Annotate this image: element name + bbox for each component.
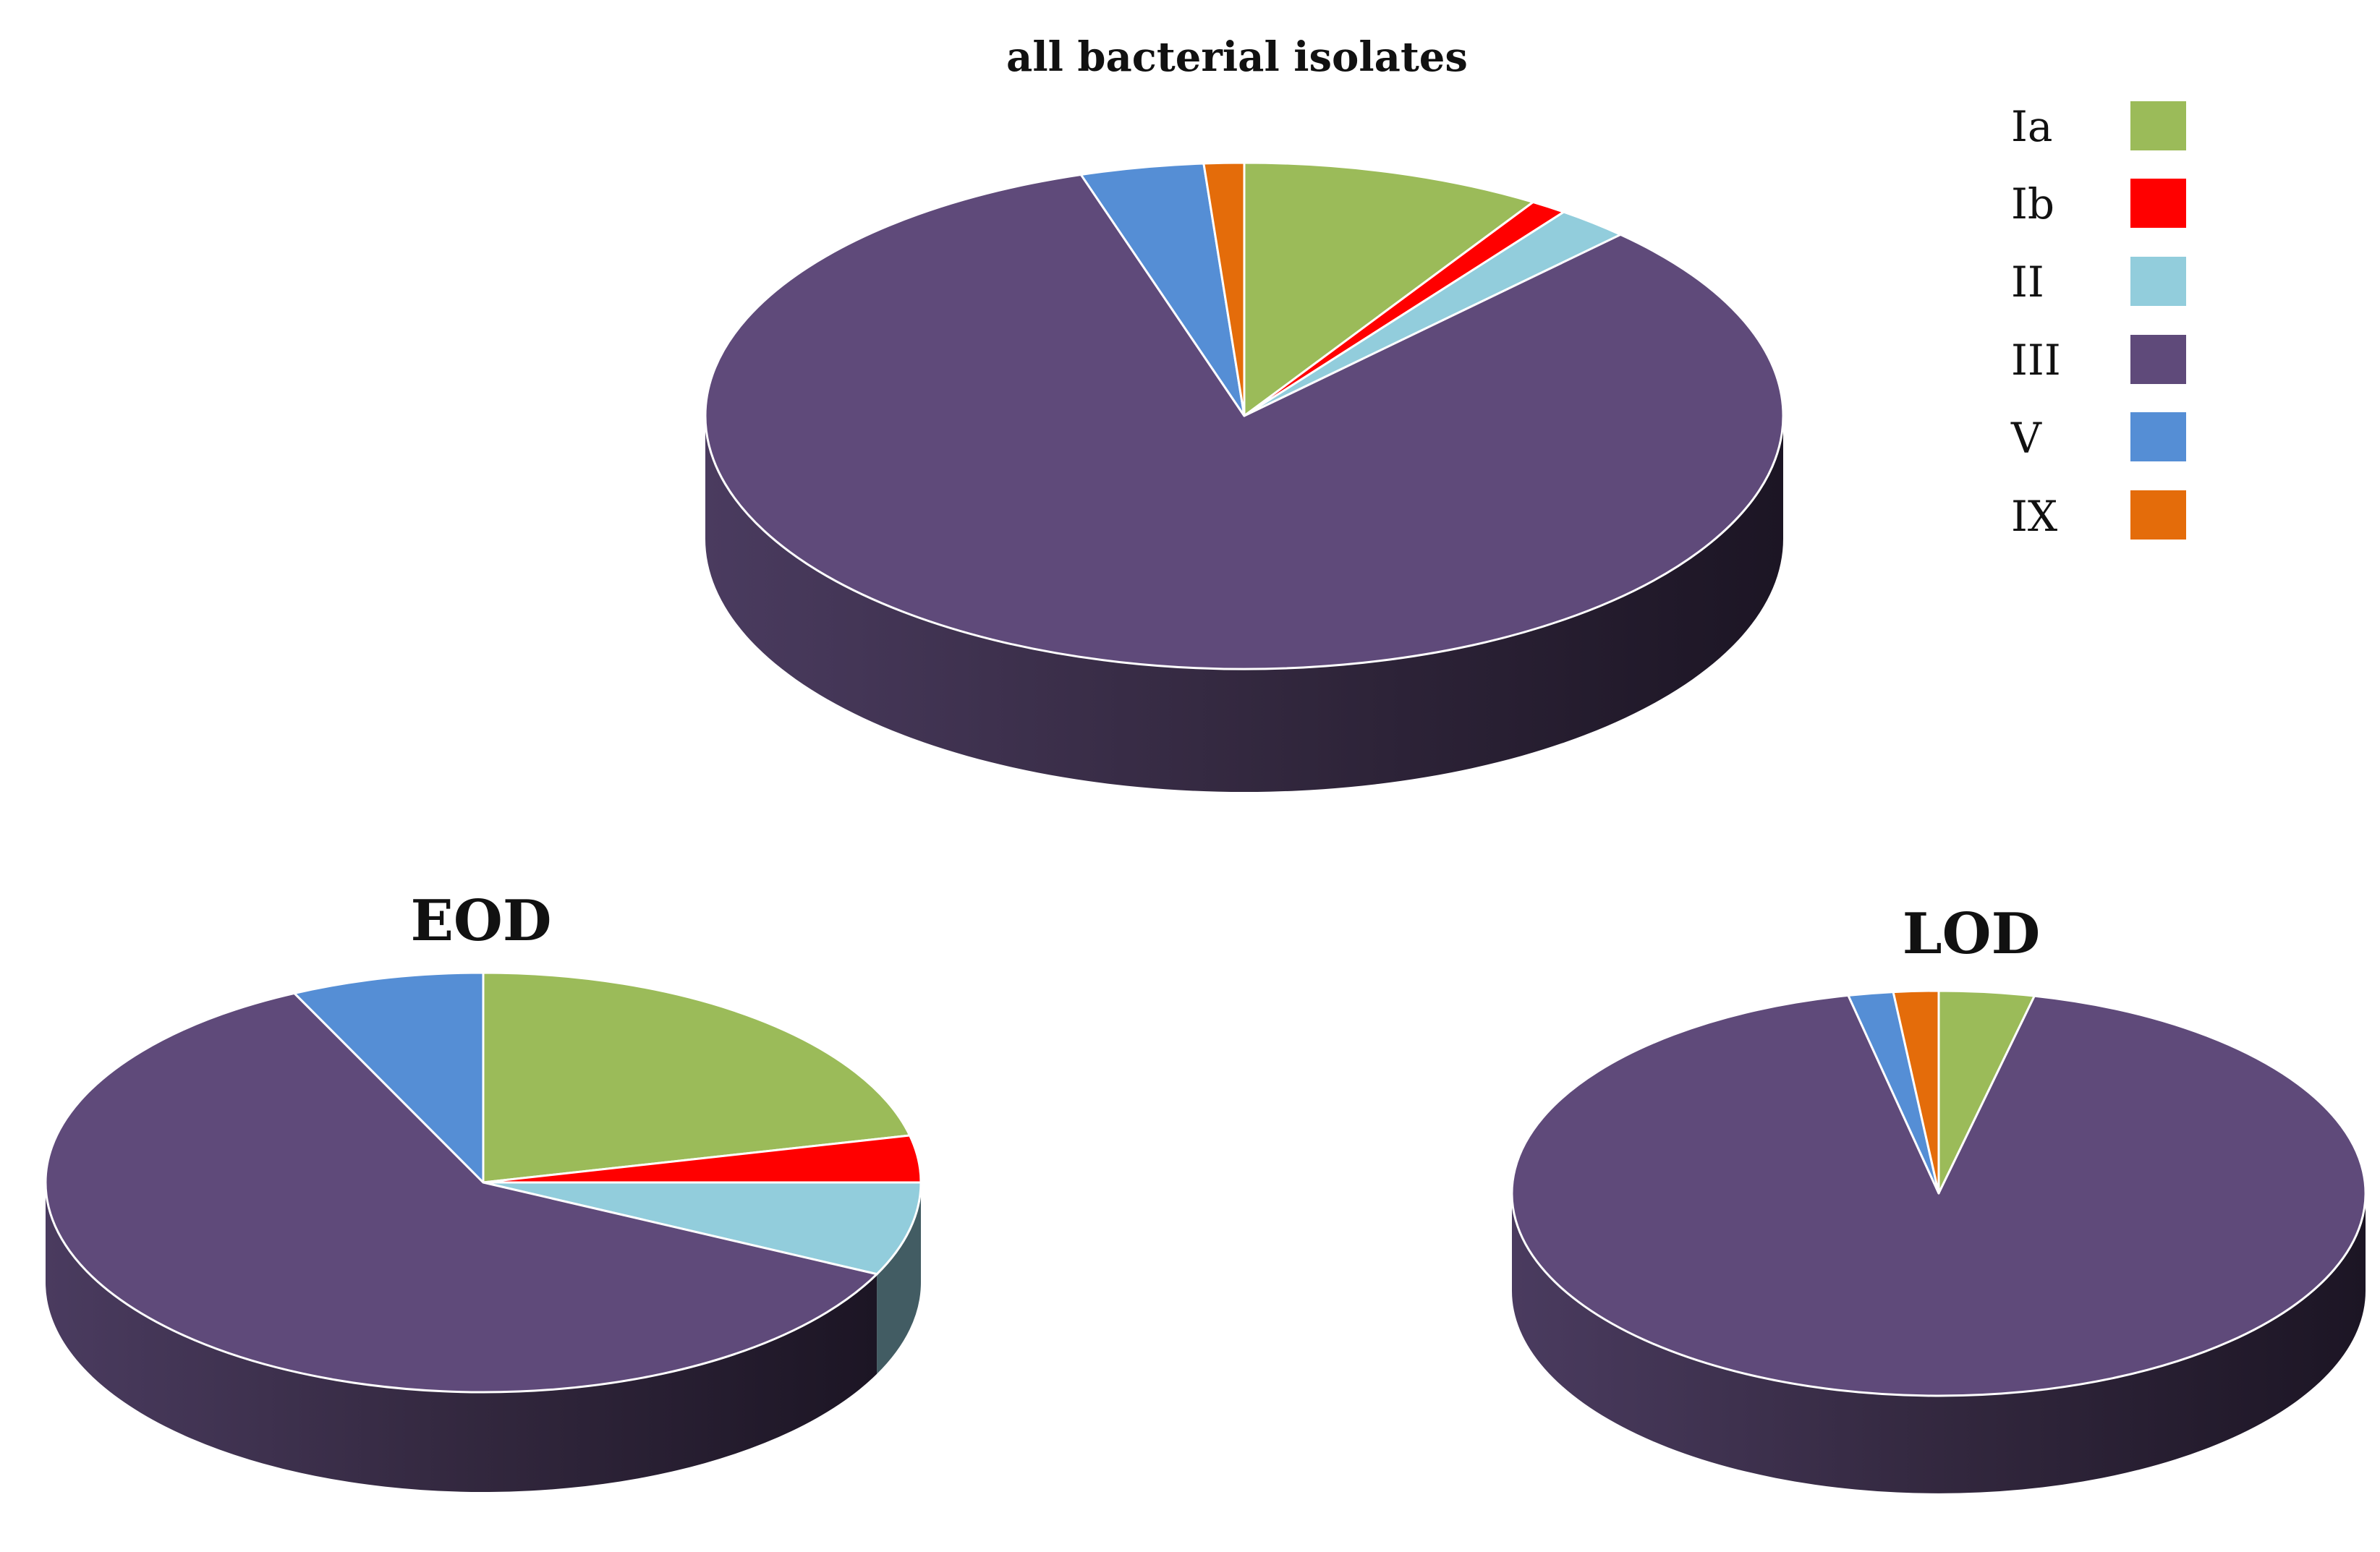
pie-slice-ix: [1892, 989, 1940, 1195]
pie-slice-ia: [1243, 161, 1534, 417]
pie-chart-lod: [1510, 989, 2367, 1493]
legend: Ia Ib II III V IX: [2010, 101, 2186, 541]
legend-label: Ib: [2011, 179, 2054, 229]
pie-side-iii: [46, 1182, 877, 1492]
pie-slice-ix: [1202, 161, 1246, 417]
pie-slice-iii: [704, 173, 1785, 670]
legend-item: Ib: [2011, 179, 2186, 229]
pie-chart-all-isolates: [704, 161, 1785, 792]
legend-item: II: [2011, 257, 2186, 307]
pie-slice-iii: [1510, 994, 2367, 1397]
chart-title-all-isolates: all bacterial isolates: [1006, 33, 1468, 81]
legend-swatch-v: [2130, 412, 2186, 461]
legend-label: Ia: [2011, 102, 2053, 151]
pie-side-iii: [705, 416, 1783, 792]
pie-chart-eod: [44, 971, 922, 1492]
legend-item: IX: [2011, 490, 2186, 541]
legend-item: V: [2010, 412, 2186, 463]
pie-slice-ia: [482, 971, 911, 1184]
pie-side-iii: [1512, 1193, 2366, 1493]
legend-item: Ia: [2011, 101, 2186, 151]
pie-slice-iii: [44, 992, 878, 1394]
legend-swatch-iii: [2130, 335, 2186, 384]
legend-label: II: [2011, 257, 2044, 307]
pie-slice-v: [293, 971, 485, 1184]
legend-swatch-ii: [2130, 257, 2186, 306]
legend-swatch-ib: [2130, 179, 2186, 228]
legend-item: III: [2011, 335, 2186, 385]
legend-swatch-ix: [2130, 490, 2186, 540]
chart-title-lod: LOD: [1903, 901, 2040, 967]
legend-swatch-ia: [2130, 101, 2186, 150]
legend-label: III: [2011, 336, 2061, 385]
legend-label: V: [2010, 414, 2042, 463]
legend-label: IX: [2011, 492, 2058, 541]
chart-title-eod: EOD: [410, 888, 551, 954]
pie-slice-ii: [482, 1181, 922, 1276]
